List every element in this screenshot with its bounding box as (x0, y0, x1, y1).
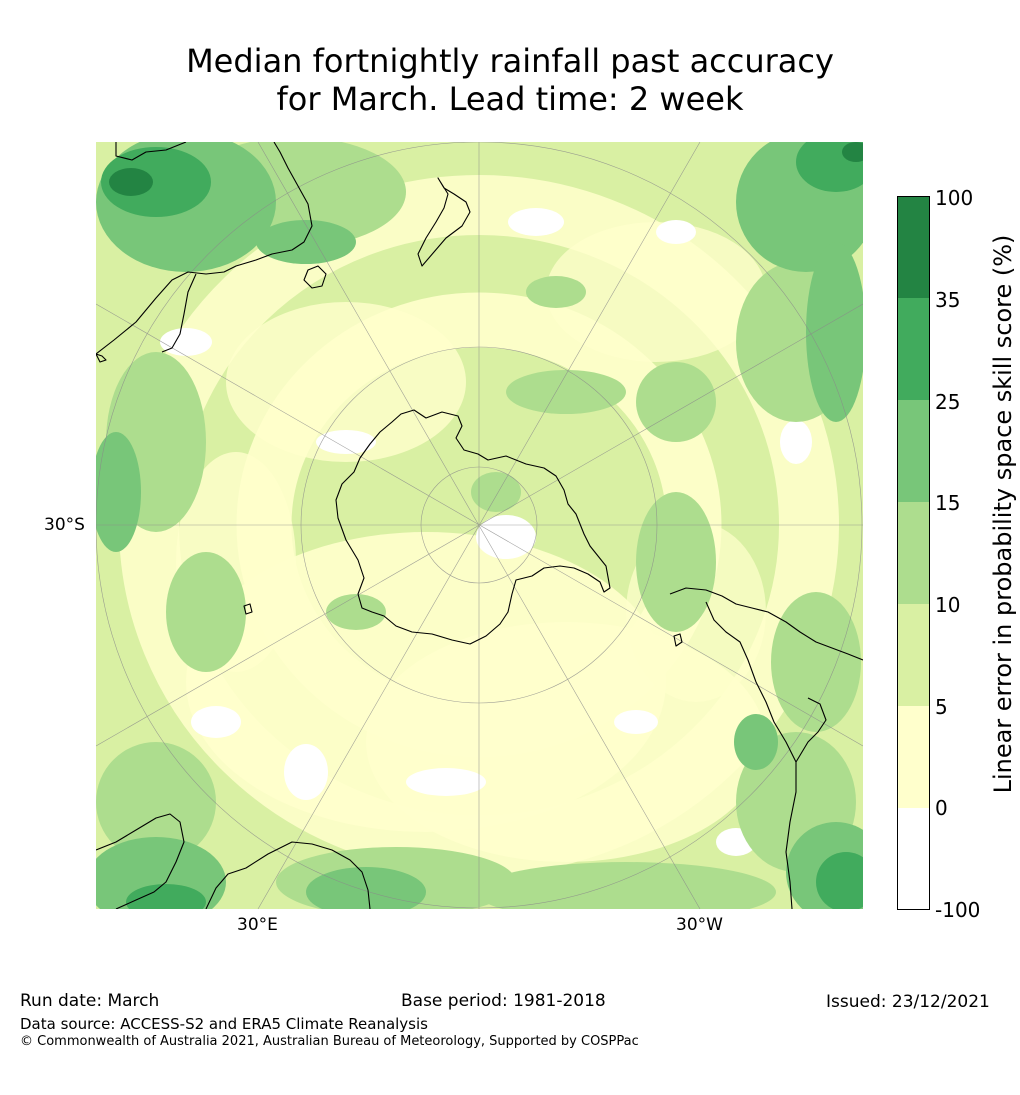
colorbar-bin-15-to-25 (897, 400, 930, 503)
south-america-coastline (669, 587, 863, 909)
skill-field-negative-patches (160, 208, 812, 856)
coastlines (96, 142, 863, 909)
run-date: Run date: March (20, 991, 160, 1011)
australia-coastline (96, 142, 313, 355)
map-svg (96, 142, 863, 909)
base-period: Base period: 1981-2018 (401, 991, 606, 1011)
colorbar-tick-5: 5 (935, 695, 948, 719)
tasmania-coastline (303, 265, 327, 289)
skill-field-top-patches (101, 142, 863, 909)
colorbar-tick-15: 15 (935, 491, 961, 515)
data-source: Data source: ACCESS-S2 and ERA5 Climate … (20, 1015, 428, 1033)
africa-coastline (96, 813, 371, 909)
colorbar-tick-100: 100 (935, 186, 974, 210)
polar-skill-map (96, 142, 863, 909)
copyright: © Commonwealth of Australia 2021, Austra… (20, 1034, 639, 1049)
colorbar (897, 196, 930, 911)
new-zealand-coastline (417, 177, 471, 267)
antarctica-coastline (335, 409, 611, 645)
falklands-coastline (673, 633, 683, 647)
latitude-label-30s: 30°S (44, 515, 85, 535)
graticule (96, 142, 863, 909)
map-title-line-1: Median fortnightly rainfall past accurac… (186, 42, 834, 80)
colorbar-bin-25-to-35 (897, 298, 930, 401)
colorbar-bin-5-to-10 (897, 604, 930, 707)
colorbar-svg (897, 196, 930, 911)
madagascar-coastline (96, 353, 107, 363)
colorbar-tick-0: 0 (935, 796, 948, 820)
kerguelen-coastline (243, 603, 253, 615)
issued-date: Issued: 23/12/2021 (826, 992, 990, 1012)
colorbar-bin--100-to-0 (897, 808, 930, 911)
colorbar-bin-10-to-15 (897, 502, 930, 605)
colorbar-label: Linear error in probability space skill … (989, 234, 1017, 794)
map-title-line-2: for March. Lead time: 2 week (276, 80, 744, 118)
colorbar-bin-0-to-5 (897, 706, 930, 809)
colorbar-tick-35: 35 (935, 288, 961, 312)
skill-field-max-patches (109, 142, 863, 196)
longitude-label-30w: 30°W (676, 915, 723, 935)
colorbar-tick-minus-100: -100 (935, 898, 981, 922)
longitude-label-30e: 30°E (237, 915, 278, 935)
colorbar-tick-25: 25 (935, 390, 961, 414)
colorbar-tick-10: 10 (935, 593, 961, 617)
colorbar-bin-35-to-100 (897, 196, 930, 299)
